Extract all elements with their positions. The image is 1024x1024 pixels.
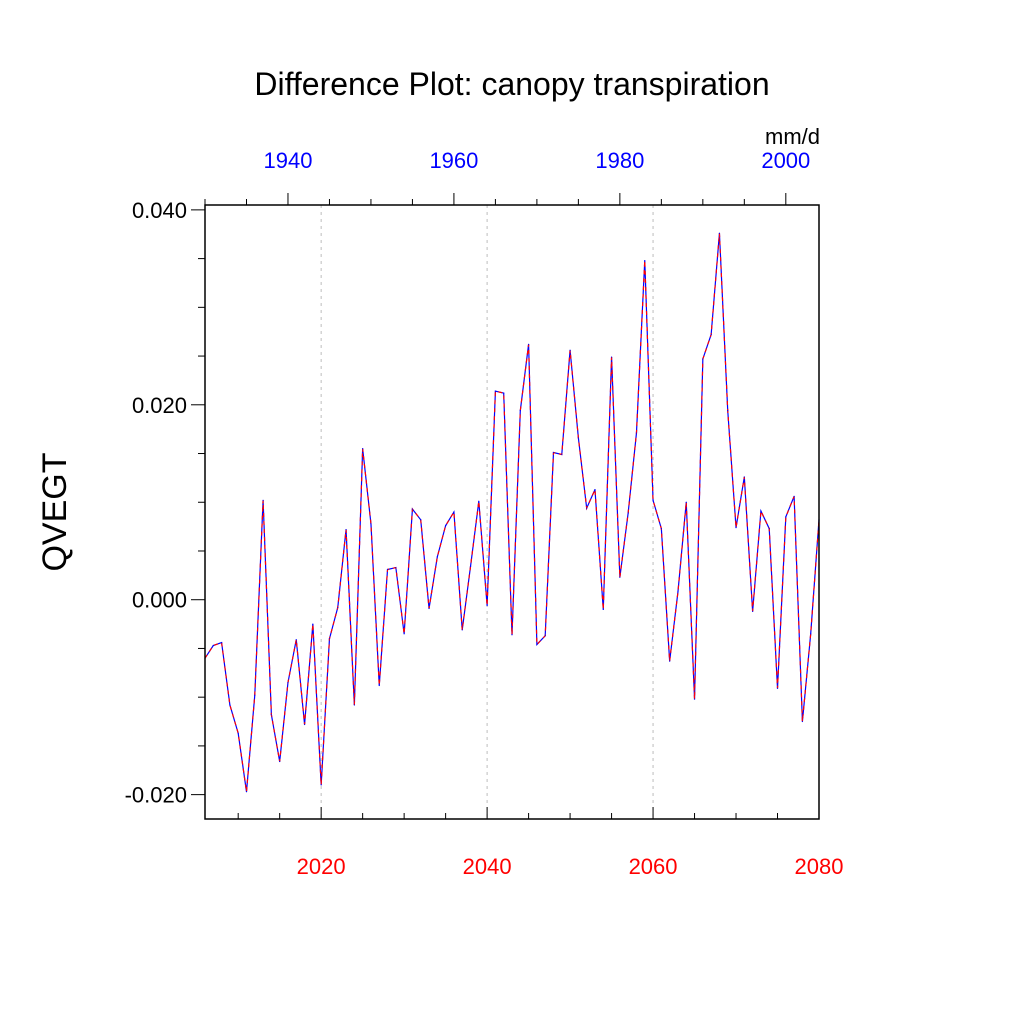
data-point [677,591,679,593]
y-tick-label: 0.000 [132,588,187,613]
y-tick-label: -0.020 [125,783,187,808]
data-point [702,358,704,360]
data-point [810,633,812,635]
data-point [660,527,662,530]
data-point [362,448,364,450]
y-tick-label: 0.020 [132,393,187,418]
data-point [594,488,596,491]
data-point [652,499,654,501]
data-point [669,660,671,662]
data-point [420,519,422,521]
data-point [212,644,214,647]
data-point [768,527,770,530]
x-bottom-tick-label: 2080 [795,854,844,879]
y-tick-label: 0.040 [132,198,187,223]
plot-frame [204,204,820,820]
data-point [619,576,621,578]
data-point [569,349,571,351]
data-point [220,641,223,644]
data-point [245,791,248,793]
data-point [403,633,405,635]
data-point [287,681,289,684]
data-point [469,565,472,568]
data-point [727,410,729,412]
data-point [337,606,339,609]
grid-lines [320,205,654,819]
chart-title: Difference Plot: canopy transpiration [254,66,769,102]
axis-ticks [191,193,820,819]
data-point [453,511,455,513]
data-point [793,495,795,498]
data-point [503,392,505,394]
data-point [561,453,563,456]
data-point [511,634,513,636]
data-point [312,623,314,625]
data-point [552,451,555,454]
data-point [760,510,762,512]
series-layer [204,232,820,793]
data-point [685,501,687,503]
data-point [428,607,430,610]
data-point [436,556,438,558]
data-point [785,516,787,518]
x-top-tick-label: 1980 [595,148,644,173]
x-bottom-tick-label: 2020 [297,854,346,879]
data-point [303,723,306,726]
x-bottom-tick-label: 2060 [629,854,678,879]
data-point [445,525,447,527]
data-point [801,720,804,723]
data-point [386,568,389,571]
data-point [270,714,272,716]
data-point [345,528,347,531]
data-point [486,604,488,607]
data-point [776,687,779,690]
units-label: mm/d [765,124,820,149]
series-line [204,233,820,792]
data-point [279,760,281,763]
data-point [378,684,380,687]
data-point [710,334,712,336]
x-bottom-tick-label: 2040 [463,854,512,879]
data-point [254,694,256,696]
data-point [544,635,546,637]
data-point [735,526,737,529]
data-point [644,259,646,262]
data-point [627,512,629,514]
data-point [320,784,322,786]
data-point [519,410,521,412]
series-dash-overlay [204,233,820,792]
data-point [328,638,331,640]
tick-labels: 0.040 0.020 0.000 -0.020 2020 2040 2060 2080 194… [125,148,844,879]
data-point [370,523,372,525]
data-point [229,704,231,706]
data-point [752,610,754,613]
x-top-tick-label: 1940 [263,148,312,173]
data-point [395,566,397,569]
data-point [536,643,538,646]
data-point [577,437,579,439]
data-point [586,507,588,509]
x-top-tick-label: 1960 [429,148,478,173]
data-point [353,704,355,706]
data-point [494,390,497,392]
data-point [635,432,638,434]
data-point [478,500,480,502]
data-point [718,232,721,234]
data-point [461,629,463,631]
data-point [602,608,604,611]
data-point [527,343,530,345]
data-point [262,499,264,501]
y-axis-label: QVEGT [36,452,74,571]
data-point [237,732,239,734]
data-point [411,508,414,510]
data-point [743,476,745,478]
data-point [295,639,297,641]
data-point [693,698,696,700]
x-top-tick-label: 2000 [761,148,810,173]
data-point [610,356,613,358]
